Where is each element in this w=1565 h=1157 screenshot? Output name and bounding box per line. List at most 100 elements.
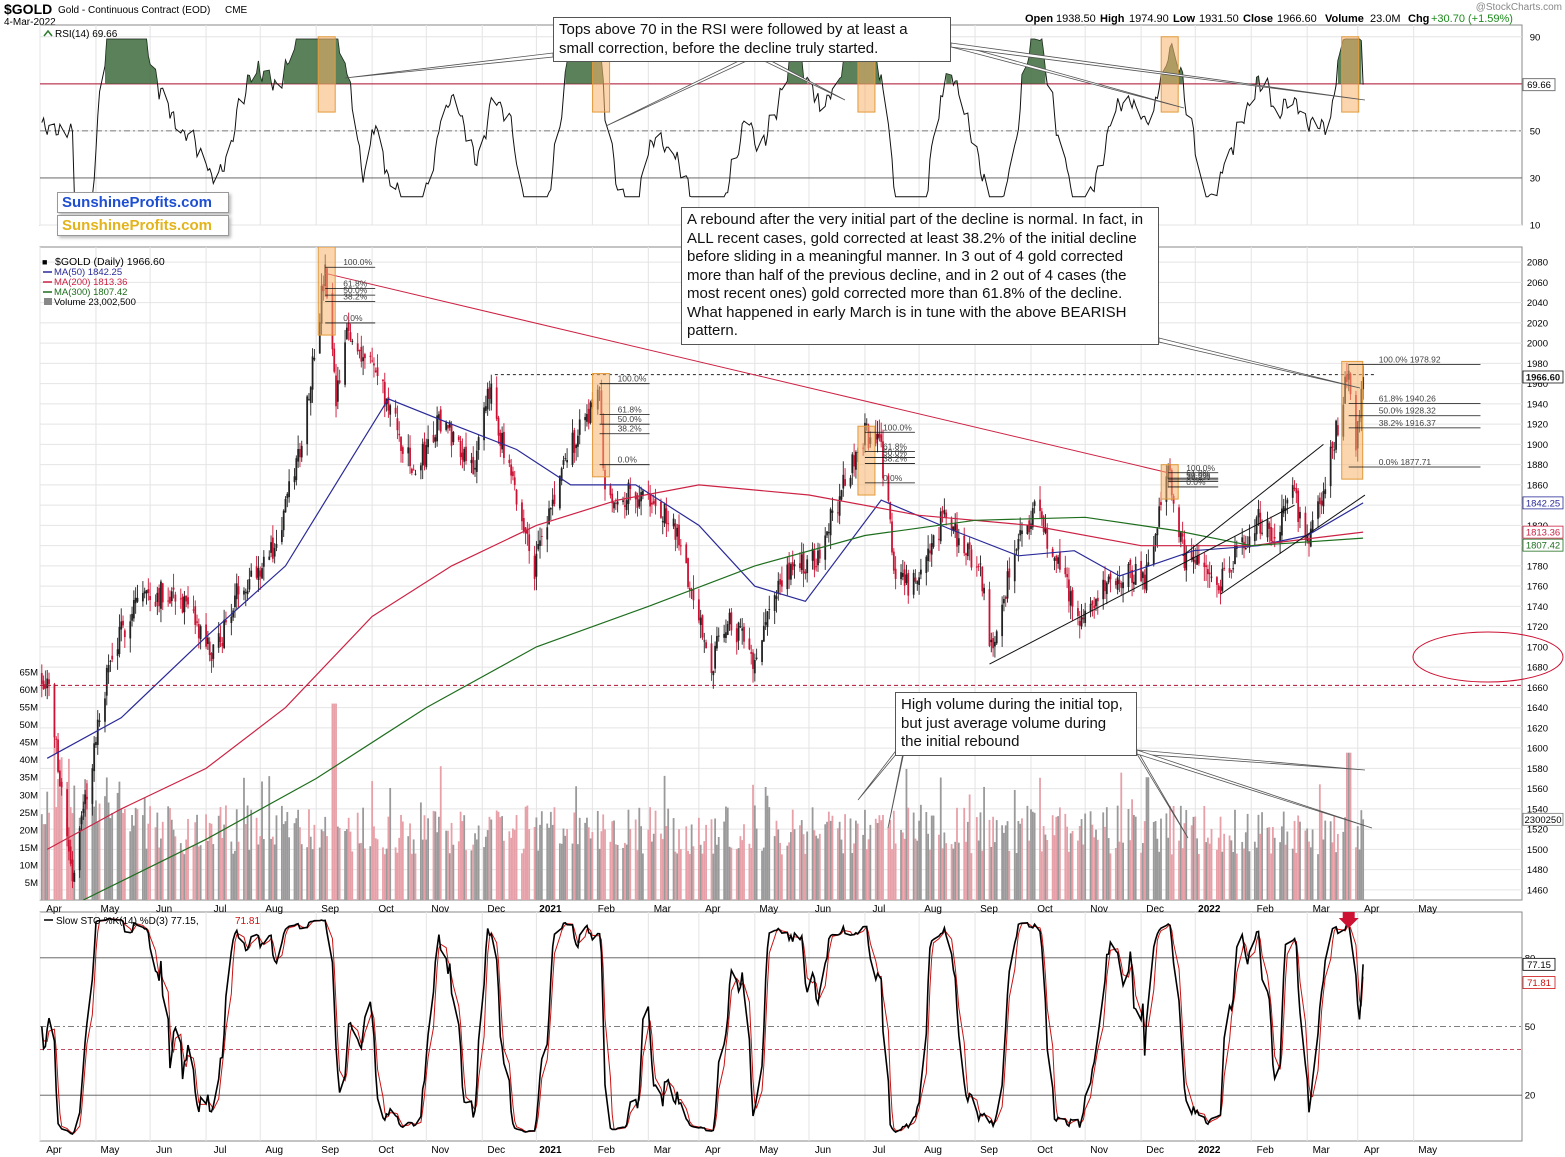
price-candle-body [192, 609, 195, 611]
volume-bar [773, 836, 776, 900]
price-candle-body [1210, 576, 1213, 578]
volume-bar [945, 843, 948, 900]
volume-bar [181, 852, 184, 900]
price-y-tick-label: 1740 [1527, 602, 1548, 613]
volume-bar [1127, 808, 1130, 900]
price-y-tick-label: 1860 [1527, 480, 1548, 491]
volume-bar [187, 818, 189, 900]
volume-bar [651, 841, 653, 900]
volume-bar [58, 787, 61, 900]
volume-bar [979, 812, 982, 900]
volume-bar [48, 812, 50, 900]
volume-bar [777, 829, 780, 900]
volume-layer [40, 703, 1365, 900]
price-candle-body [1336, 425, 1339, 436]
volume-bar [66, 817, 68, 900]
price-candle-body [874, 433, 877, 444]
price-candle-body [58, 770, 61, 787]
price-candle-body [401, 447, 404, 454]
volume-bar [963, 807, 966, 900]
volume-bar [1096, 839, 1099, 900]
price-candle-body [575, 444, 578, 449]
price-candle-body [1093, 605, 1096, 608]
volume-bar [457, 841, 460, 900]
fib-level-label: 50.0% [1186, 470, 1211, 480]
price-candle-body [842, 474, 845, 489]
volume-bar [929, 849, 931, 900]
price-candle-body [1102, 579, 1105, 600]
price-candle-body [338, 380, 341, 383]
price-candle-body [1279, 532, 1282, 543]
price-candle-body [1306, 535, 1309, 541]
volume-bar [306, 847, 309, 900]
price-y-tick-label: 1920 [1527, 420, 1548, 431]
volume-bar [539, 824, 541, 900]
volume-bar [409, 823, 411, 900]
price-candle-body [916, 581, 919, 585]
volume-bar [300, 844, 303, 900]
volume-bar [1140, 852, 1143, 900]
volume-bar [625, 844, 628, 900]
price-candle-body [1082, 617, 1085, 620]
volume-y-tick-label: 55M [20, 703, 39, 714]
volume-bar [1241, 841, 1244, 900]
volume-bar [596, 810, 599, 900]
volume-bar [892, 810, 895, 900]
price-candle-body [1084, 610, 1087, 623]
volume-bar [250, 809, 253, 900]
price-candle-body [477, 437, 480, 451]
price-candle-body [1318, 497, 1321, 505]
price-candle-body [660, 501, 662, 518]
price-candle-body [181, 596, 184, 613]
price-y-tick-label: 1520 [1527, 825, 1548, 836]
volume-bar [450, 822, 453, 900]
volume-bar [739, 836, 742, 900]
price-last-value-tag [1522, 370, 1564, 384]
volume-bar [1279, 842, 1282, 900]
price-candle-body [1129, 560, 1132, 565]
volume-bar [901, 832, 904, 900]
volume-bar [867, 839, 870, 900]
price-x-tick-label: Dec [1146, 904, 1164, 915]
sto-last-value-tag [1522, 976, 1556, 989]
price-ma-line [46, 398, 1364, 759]
volume-y-tick-label: 50M [20, 720, 39, 731]
price-candle-body [676, 527, 679, 537]
volume-bar [1026, 805, 1029, 900]
price-candle-body [1160, 502, 1162, 505]
volume-bar [535, 817, 538, 900]
volume-bar [806, 831, 809, 900]
price-candle-body [255, 566, 258, 578]
volume-bar [560, 843, 563, 900]
price-candle-body [1207, 569, 1209, 575]
price-candle-body [86, 796, 88, 800]
price-candle-body [396, 418, 399, 431]
price-candle-body [280, 530, 283, 542]
price-candle-body [196, 621, 198, 623]
price-candle-body [728, 612, 731, 625]
volume-bar [282, 824, 285, 900]
price-candle-body [1216, 577, 1218, 585]
price-candle-body [892, 551, 895, 571]
volume-bar [600, 831, 603, 900]
volume-bar [223, 824, 226, 900]
volume-bar [1169, 806, 1171, 900]
sto-x-tick-label: Nov [431, 1145, 449, 1156]
price-candle-body [741, 628, 744, 631]
price-x-tick-label: Apr [46, 904, 62, 915]
price-candle-body [82, 808, 85, 814]
price-candle-body [882, 441, 884, 479]
price-candle-body [755, 657, 758, 659]
price-candle-body [1331, 442, 1334, 449]
volume-bar [217, 815, 220, 900]
volume-bar [766, 795, 769, 900]
price-candle-body [423, 441, 426, 466]
price-candle-body [992, 638, 995, 649]
volume-bar [243, 777, 245, 900]
price-candle-body [768, 609, 771, 611]
volume-bar [869, 824, 872, 900]
volume-bar [326, 836, 328, 900]
price-candle-body [533, 555, 536, 579]
price-candle-body [558, 475, 561, 509]
volume-bar [1205, 842, 1208, 900]
